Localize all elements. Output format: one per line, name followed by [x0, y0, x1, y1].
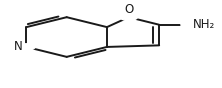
- Text: N: N: [14, 40, 22, 53]
- Circle shape: [18, 44, 35, 50]
- Text: O: O: [124, 3, 133, 16]
- Circle shape: [181, 22, 198, 28]
- Circle shape: [120, 14, 137, 20]
- Text: NH₂: NH₂: [193, 18, 215, 31]
